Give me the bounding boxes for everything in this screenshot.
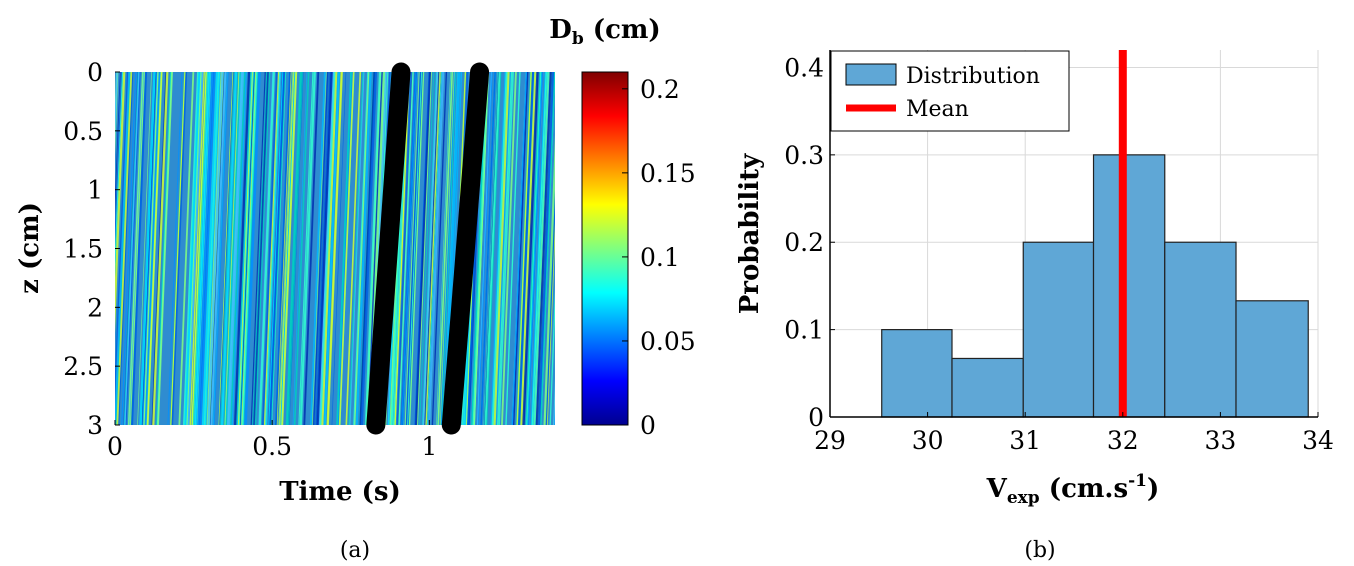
b-x-label-main: V [986,474,1008,504]
colorbar-ticks: 0 0.05 0.1 0.15 0.2 [622,75,696,440]
b-y-tick-label: 0.4 [784,53,824,82]
b-y-tick-label: 0.2 [784,228,824,257]
panel-b: 29 30 31 32 33 34 00.10.20.30.4 Distribution … [735,50,1334,563]
colorbar-tick-label: 0 [640,411,656,440]
b-y-axis-label: Probability [735,153,765,314]
b-panel-label: (b) [1024,538,1055,563]
b-x-axis-label: Vexp (cm.s-1) [986,471,1160,508]
colorbar-title-sub: b [572,29,584,49]
heatmap-streak [564,72,578,425]
b-x-ticks: 29 30 31 32 33 34 [814,412,1334,455]
colorbar-tick-label: 0.2 [640,75,680,104]
colorbar-title: Db (cm) [549,15,660,49]
heatmap-streak [103,72,117,425]
heatmap-streak [554,72,568,425]
colorbar [582,72,628,425]
a-y-tick-label: 3 [87,411,103,440]
a-y-tick-label: 0 [87,58,103,87]
heatmap-streak [557,72,571,425]
b-x-label-space [1040,474,1049,504]
legend-distribution-patch [846,64,896,85]
b-legend: Distribution Mean [831,51,1069,131]
b-x-label-unit: (cm.s [1049,474,1128,504]
heatmap-streak [566,72,580,425]
b-x-label-sub: exp [1007,488,1040,508]
heatmap-streak [554,72,568,425]
b-y-tick-label: 0.1 [784,316,824,345]
legend-mean-label: Mean [906,97,969,122]
b-x-tick-label: 31 [1009,426,1041,455]
heatmap-streak [563,72,577,425]
heatmap-streak [555,72,569,425]
a-x-tick-label: 0.5 [252,432,292,461]
colorbar-title-unit: (cm) [593,15,661,45]
heatmap-streak [559,72,573,425]
a-y-tick-label: 1 [87,176,103,205]
a-y-tick-label: 2.5 [63,352,103,381]
b-y-tick-label: 0 [808,403,824,432]
colorbar-tick-label: 0.05 [640,327,696,356]
histogram-bar [1094,155,1165,417]
b-y-tick-label: 0.3 [784,141,824,170]
histogram-bar [1236,301,1308,417]
a-panel-label: (a) [340,538,370,563]
colorbar-tick-label: 0.1 [640,243,680,272]
a-y-tick-label: 1.5 [63,235,103,264]
colorbar-title-main: D [549,15,572,45]
legend-distribution-label: Distribution [906,64,1040,89]
histogram-bar [882,330,952,417]
b-x-tick-label: 30 [912,426,944,455]
a-x-axis-label: Time (s) [279,477,401,507]
b-y-ticks: 0 0.1 0.2 0.3 0.4 [784,53,835,432]
heatmap-streak [556,72,570,425]
colorbar-tick-label: 0.15 [640,159,696,188]
b-x-tick-label: 32 [1107,426,1139,455]
a-x-tick-label: 1 [421,432,437,461]
histogram-bar [1023,242,1093,417]
a-y-tick-label: 0.5 [63,117,103,146]
a-y-axis-label: z (cm) [15,202,45,294]
b-x-tick-label: 34 [1302,426,1334,455]
a-y-tick-label: 2 [87,293,103,322]
b-x-tick-label: 33 [1204,426,1236,455]
a-x-ticks: 0 0.5 1 [107,420,437,461]
histogram-bar [1165,242,1236,417]
histogram-bar [952,358,1023,417]
panel-a: 0 0.5 1 00.511.522.53 Time (s) z (cm) (a) … [15,15,696,563]
heatmap-streak [564,72,578,425]
a-x-tick-label: 0 [107,432,123,461]
heatmap-streak [555,72,569,425]
heatmap-streak [560,72,574,425]
a-y-ticks: 0 0.5 1 1.5 2 2.5 3 [63,58,120,440]
heatmap-streak [567,72,581,425]
b-x-label-close: ) [1147,474,1159,504]
b-x-label-sup: -1 [1128,471,1147,491]
colorbar-title-space [584,15,593,45]
